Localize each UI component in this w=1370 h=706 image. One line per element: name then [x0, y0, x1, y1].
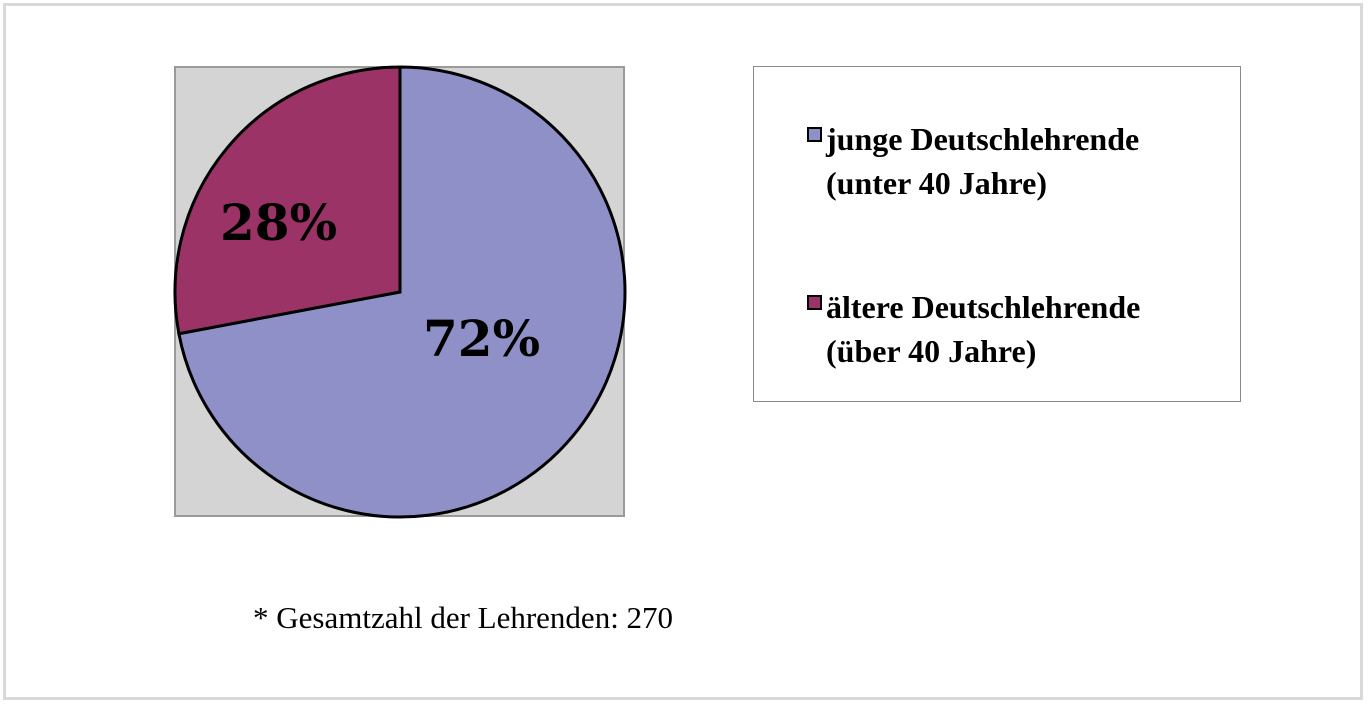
legend: junge Deutschlehrende (unter 40 Jahre) ä…: [753, 66, 1241, 402]
legend-sublabel-old: (über 40 Jahre): [826, 333, 1037, 369]
legend-label-old: ältere Deutschlehrende: [826, 289, 1141, 325]
legend-label-young: junge Deutschlehrende: [826, 121, 1140, 157]
data-label-old: 28%: [220, 193, 337, 252]
legend-sublabel-young: (unter 40 Jahre): [826, 165, 1048, 201]
legend-item-young: junge Deutschlehrende (unter 40 Jahre): [807, 117, 1139, 205]
footnote-total: * Gesamtzahl der Lehrenden: 270: [253, 600, 674, 635]
pie-slice-old: [173, 65, 402, 336]
pie-slice-young: [177, 65, 627, 519]
legend-item-old: ältere Deutschlehrende (über 40 Jahre): [807, 285, 1140, 373]
legend-swatch-old-icon: [807, 295, 822, 310]
data-label-young: 72%: [423, 309, 540, 368]
legend-swatch-young-icon: [807, 127, 822, 142]
